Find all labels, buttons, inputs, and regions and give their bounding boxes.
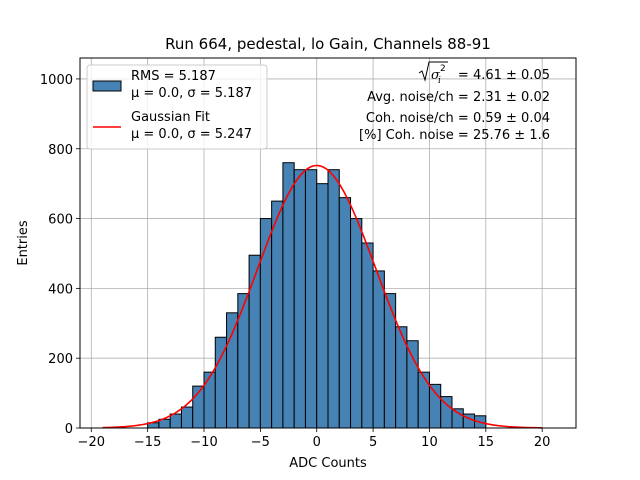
histogram-bar	[327, 169, 340, 429]
x-tick-label: 0	[313, 435, 321, 450]
histogram-bar	[338, 197, 352, 429]
histogram-bar	[293, 169, 306, 429]
histogram-bar	[271, 200, 284, 429]
histogram-bar	[237, 293, 250, 429]
y-tick-label: 400	[48, 282, 73, 297]
x-tick-label: 10	[421, 435, 438, 450]
svg-text:σ: σ	[431, 68, 441, 83]
x-axis-label: ADC Counts	[289, 456, 367, 471]
histogram-bar	[383, 293, 397, 429]
gaussian-fit-curve	[102, 164, 543, 429]
avg-noise-text: Avg. noise/ch = 2.31 ± 0.02	[367, 90, 550, 105]
sqrt-sigma-symbol: σ i 2	[418, 61, 448, 86]
histogram-bar	[428, 383, 442, 429]
svg-text:i: i	[438, 76, 441, 86]
legend-box	[86, 64, 268, 150]
histogram-bar	[417, 371, 430, 429]
x-tick-label: −20	[78, 435, 105, 450]
sqrt-sigma-value: = 4.61 ± 0.05	[458, 68, 550, 83]
x-tick-label: −10	[190, 435, 217, 450]
histogram-bar	[203, 371, 216, 429]
histogram-bar	[350, 218, 363, 429]
histogram-bars	[147, 162, 487, 429]
noise-annotations: σ i 2 = 4.61 ± 0.05 Avg. noise/ch = 2.31…	[359, 61, 550, 143]
svg-text:2: 2	[440, 64, 446, 74]
coh-noise-text: Coh. noise/ch = 0.59 ± 0.04	[366, 111, 550, 126]
histogram-bar	[259, 218, 273, 429]
x-tick-label: −5	[251, 435, 270, 450]
histogram-bar	[248, 254, 261, 429]
histogram-bar	[304, 169, 318, 429]
histogram-bar	[180, 406, 194, 429]
histogram-bar	[316, 183, 329, 429]
chart-title: Run 664, pedestal, lo Gain, Channels 88-…	[165, 35, 491, 53]
y-tick-label: 200	[48, 352, 73, 367]
y-axis-label: Entries	[16, 220, 31, 266]
legend-histogram-swatch	[92, 80, 122, 92]
legend-histogram-label: RMS = 5.187	[131, 69, 216, 84]
histogram-bar	[169, 413, 182, 429]
y-tick-label: 1000	[40, 73, 73, 88]
y-tick-label: 0	[65, 422, 73, 437]
y-tick-label: 600	[48, 213, 73, 228]
histogram-bar	[372, 270, 385, 429]
gaussian-fit-layer	[102, 164, 543, 429]
legend: RMS = 5.187 μ = 0.0, σ = 5.187 Gaussian …	[86, 64, 268, 150]
x-tick-label: 5	[369, 435, 377, 450]
plot-frame	[79, 57, 577, 429]
histogram-bar	[406, 340, 419, 429]
histogram-bar	[451, 408, 464, 429]
legend-fit-label: Gaussian Fit	[131, 110, 210, 125]
histogram-bar	[226, 312, 239, 429]
pct-coh-noise-text: [%] Coh. noise = 25.76 ± 1.6	[359, 128, 550, 143]
legend-fit-stats: μ = 0.0, σ = 5.247	[131, 127, 252, 142]
legend-histogram-stats: μ = 0.0, σ = 5.187	[131, 86, 252, 101]
x-tick-label: −15	[134, 435, 161, 450]
x-tick-label: 15	[478, 435, 495, 450]
histogram-bar	[361, 242, 374, 429]
y-tick-label: 800	[48, 143, 73, 158]
x-tick-label: 20	[534, 435, 551, 450]
